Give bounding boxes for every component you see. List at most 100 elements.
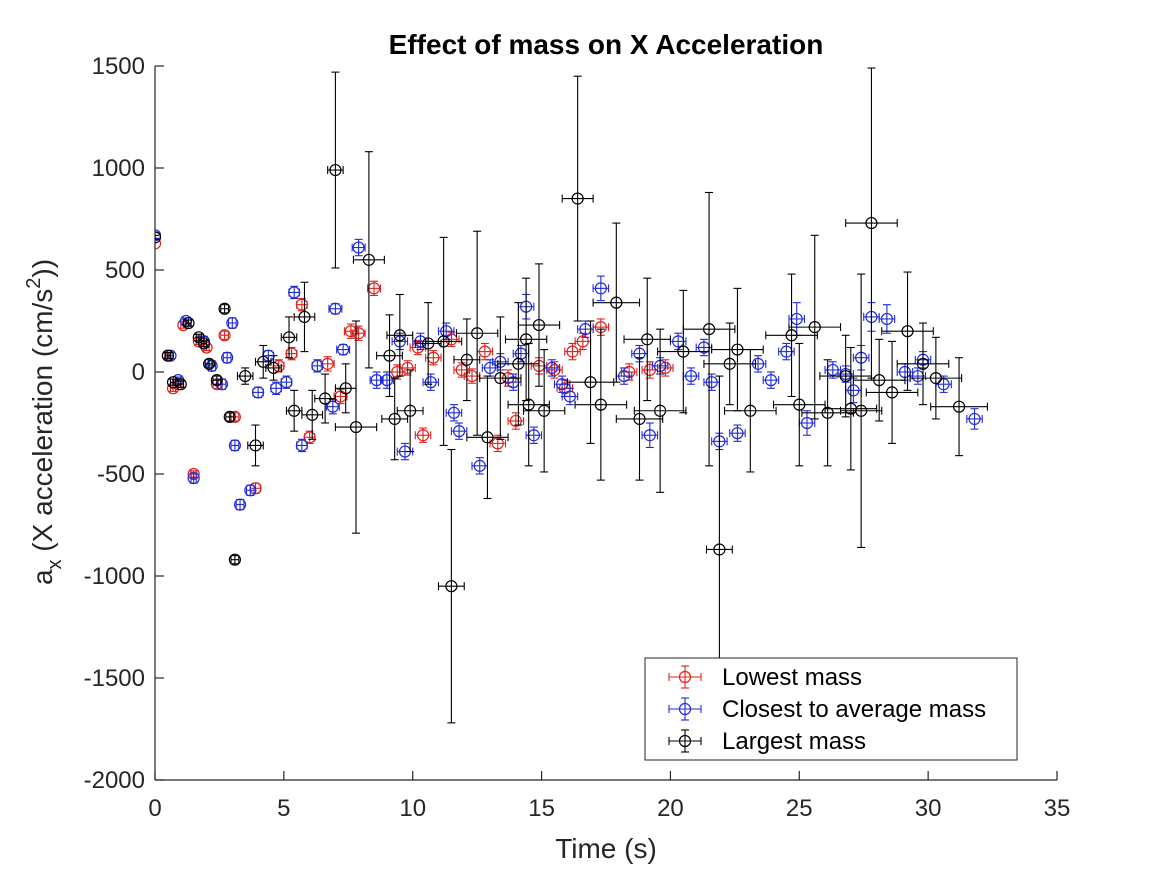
data-point <box>517 263 561 387</box>
x-tick-label: 0 <box>148 795 161 822</box>
data-point <box>328 302 343 315</box>
data-point <box>471 457 489 475</box>
data-point-marker <box>916 357 930 370</box>
y-axis-title-subscript: x <box>44 559 66 569</box>
data-point-marker <box>187 471 200 485</box>
data-point <box>623 277 671 402</box>
data-point-marker <box>326 400 339 413</box>
data-point <box>453 318 481 402</box>
data-point <box>566 320 615 444</box>
legend-item: Largest mass <box>668 728 866 755</box>
data-point-marker <box>571 192 584 205</box>
data-point <box>301 389 324 440</box>
data-point-marker <box>205 359 218 372</box>
data-point-marker <box>424 376 437 389</box>
data-point-marker <box>270 382 283 395</box>
data-point-marker <box>349 420 363 434</box>
data-point <box>909 367 927 385</box>
data-point <box>574 332 592 351</box>
y-tick-label: -1000 <box>84 563 145 590</box>
legend-box <box>644 657 1018 761</box>
data-point-marker <box>401 361 414 375</box>
y-axis-title-suffix: )) <box>27 259 58 278</box>
data-point <box>396 369 424 453</box>
data-point <box>574 328 628 481</box>
data-point-marker <box>808 321 821 334</box>
data-point-marker <box>282 331 296 344</box>
data-point <box>265 355 282 381</box>
data-point <box>656 289 710 414</box>
data-point-marker <box>329 163 342 177</box>
legend-label: Largest mass <box>722 728 866 755</box>
legend-marker <box>678 702 692 716</box>
data-point-marker <box>731 427 744 440</box>
y-tick-label: 1000 <box>92 155 145 182</box>
data-point-marker <box>494 372 507 385</box>
chart-title: Effect of mass on X Acceleration <box>389 29 824 60</box>
data-point-marker <box>383 349 396 362</box>
y-tick-label: 1500 <box>92 53 145 80</box>
data-point <box>254 344 272 379</box>
data-point <box>788 234 842 420</box>
data-point <box>379 371 394 389</box>
data-point-marker <box>228 553 241 566</box>
data-point-marker <box>684 369 698 383</box>
data-point-marker <box>182 316 195 330</box>
data-point <box>966 408 983 430</box>
legend-item: Lowest mass <box>668 664 862 691</box>
data-point-marker <box>478 345 491 358</box>
data-point <box>561 75 594 322</box>
data-point-marker <box>702 323 716 336</box>
data-point-marker <box>491 437 504 450</box>
data-point <box>839 273 883 548</box>
data-point <box>247 424 264 467</box>
data-point <box>351 238 366 257</box>
data-point <box>414 427 432 443</box>
data-point-marker <box>968 412 981 426</box>
data-point <box>327 71 344 269</box>
data-point-marker <box>483 361 497 375</box>
data-point-marker <box>218 302 231 315</box>
data-point-marker <box>545 361 558 375</box>
data-point-marker <box>522 398 535 411</box>
data-point <box>801 359 854 467</box>
data-point <box>703 322 757 406</box>
y-tick-label: -500 <box>97 461 145 488</box>
data-point-marker <box>677 345 690 358</box>
data-point <box>564 342 581 361</box>
data-point <box>845 67 898 379</box>
data-point-marker <box>847 384 860 397</box>
data-point <box>633 328 687 493</box>
data-point-marker <box>218 329 231 342</box>
data-point-marker <box>411 341 424 354</box>
data-point-marker <box>584 376 597 389</box>
legend-item: Closest to average mass <box>668 696 986 723</box>
data-point-marker <box>865 216 878 230</box>
data-point <box>422 373 440 391</box>
data-point <box>161 349 174 362</box>
data-point <box>280 375 293 389</box>
data-point <box>218 329 231 342</box>
data-point <box>288 285 301 300</box>
data-point-marker <box>713 543 726 556</box>
data-point <box>592 275 610 302</box>
data-point-marker <box>643 429 656 442</box>
data-point-marker <box>532 318 546 332</box>
data-point-marker <box>873 374 886 387</box>
data-point-marker <box>880 312 894 326</box>
data-point <box>765 273 818 398</box>
data-point-marker <box>288 286 301 299</box>
data-point-marker <box>388 412 401 426</box>
data-point-marker <box>251 386 265 399</box>
data-point <box>311 359 324 373</box>
data-point <box>615 357 664 481</box>
data-point-marker <box>352 327 365 340</box>
data-point-marker <box>952 400 966 413</box>
data-point-marker <box>161 349 174 362</box>
data-point <box>221 351 234 364</box>
y-tick-label: 500 <box>105 257 145 284</box>
data-point-marker <box>352 241 365 254</box>
data-point <box>479 316 522 440</box>
data-point-marker <box>453 425 466 438</box>
